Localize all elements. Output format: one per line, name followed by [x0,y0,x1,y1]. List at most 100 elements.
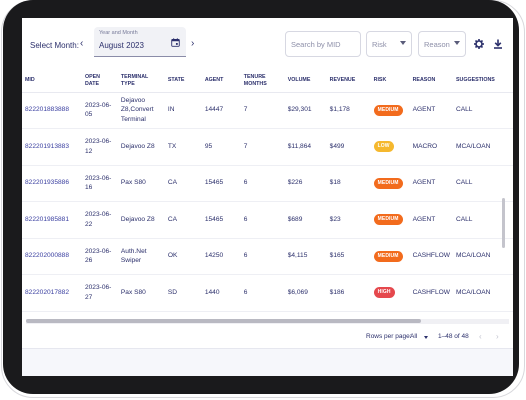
state-cell: CA [164,165,202,202]
column-header[interactable]: REASON [409,70,453,93]
state-cell: TX [164,128,202,166]
column-header[interactable]: SUGGESTIONS [452,70,513,93]
rows-per-page-select[interactable]: All [410,333,418,340]
risk-badge: MEDIUM [373,250,403,262]
volume-cell: $4,115 [284,238,327,275]
table-pagination: Rows per page: All 1–48 of 48 ‹ › [22,324,513,349]
open-date-cell: 2023-06-12 [81,128,118,166]
mid-cell[interactable]: 822202000888 [22,238,82,275]
column-header[interactable]: REVENUE [326,70,371,93]
mid-cell[interactable]: 822201883888 [22,92,82,129]
chevron-down-icon [454,41,460,45]
risk-badge: LOW [373,141,394,153]
open-date-cell: 2023-06-27 [81,274,118,312]
pagination-range: 1–48 of 48 [438,333,469,340]
open-date-cell: 2023-06-16 [81,165,118,202]
chevron-down-icon [400,41,406,45]
column-header[interactable]: MID [22,70,82,93]
open-date-cell: 2023-06-22 [81,201,118,239]
table-row[interactable]: 822201913883 2023-06-12 Dejavoo Z8 TX 95… [22,128,513,166]
table-header-row: MID OPEN DATE TERMINAL TYPE STATE AGENT … [22,70,513,93]
terminal-type-cell: Pax S80 [117,274,165,312]
table-row[interactable]: 822201985881 2023-06-22 Dejavoo Z8 CA 15… [22,201,513,239]
risk-badge: MEDIUM [373,104,403,116]
terminal-type-cell: Dejavoo Z8,Convert Terminal [117,92,165,129]
suggestion-cell: MCA/LOAN [452,274,513,312]
tenure-cell: 6 [240,238,285,275]
risk-cell: MEDIUM [370,165,410,202]
column-header[interactable]: RISK [370,70,410,93]
tenure-cell: 6 [240,165,285,202]
reason-dropdown[interactable]: Reason [418,31,466,57]
download-icon[interactable] [493,39,503,49]
revenue-cell: $23 [326,201,371,239]
risk-cell: MEDIUM [370,238,410,275]
table-row[interactable]: 822201883888 2023-06-05 Dejavoo Z8,Conve… [22,92,513,129]
mid-cell[interactable]: 822201913883 [22,128,82,166]
agent-cell: 15465 [201,165,241,202]
revenue-cell: $186 [326,274,371,312]
suggestion-cell: MCA/LOAN [452,128,513,166]
chevron-right-icon[interactable]: › [496,332,499,341]
table-row[interactable]: 822201935886 2023-06-16 Pax S80 CA 15465… [22,165,513,202]
select-month-label: Select Month: [30,41,79,50]
table-row[interactable]: 822202000888 2023-06-26 Auth.Net Swiper … [22,238,513,275]
column-header[interactable]: OPEN DATE [81,70,118,93]
agent-cell: 95 [201,128,241,166]
terminal-type-cell: Dejavoo Z8 [117,201,165,239]
search-input[interactable] [285,31,361,57]
volume-cell: $689 [284,201,327,239]
risk-badge: MEDIUM [373,214,403,226]
month-field-label: Year and Month [99,30,138,36]
column-header[interactable]: AGENT [201,70,241,93]
volume-cell: $29,301 [284,92,327,129]
state-cell: OK [164,238,202,275]
mid-cell[interactable]: 822201935886 [22,165,82,202]
agent-cell: 14447 [201,92,241,129]
risk-cell: MEDIUM [370,201,410,239]
volume-cell: $11,864 [284,128,327,166]
tenure-cell: 6 [240,274,285,312]
risk-badge: MEDIUM [373,177,403,189]
horizontal-scrollbar[interactable] [26,319,421,323]
risk-badge: HIGH [373,287,395,299]
vertical-scrollbar[interactable] [502,198,505,248]
gear-icon[interactable] [474,39,484,49]
tenure-cell: 6 [240,201,285,239]
reason-cell: AGENT [409,165,453,202]
column-header[interactable]: STATE [164,70,202,93]
tenure-cell: 7 [240,92,285,129]
chevron-right-icon[interactable]: › [191,38,195,49]
suggestion-cell: CALL [452,92,513,129]
column-header[interactable]: TENURE MONTHS [240,70,285,93]
table-row[interactable]: 822202017882 2023-06-27 Pax S80 SD 1440 … [22,274,513,312]
agent-cell: 1440 [201,274,241,312]
volume-cell: $6,069 [284,274,327,312]
mid-cell[interactable]: 822201985881 [22,201,82,239]
revenue-cell: $1,178 [326,92,371,129]
risk-dropdown[interactable]: Risk [366,31,412,57]
month-picker[interactable]: Year and Month August 2023 [94,27,186,57]
chevron-left-icon[interactable]: ‹ [479,332,482,341]
merchants-card: Select Month: ‹ Year and Month August 20… [22,18,513,349]
volume-cell: $226 [284,165,327,202]
reason-dropdown-label: Reason [424,39,450,49]
mid-cell[interactable]: 822202017882 [22,274,82,312]
calendar-icon[interactable] [171,38,180,47]
app-screen: Select Month: ‹ Year and Month August 20… [22,18,513,376]
terminal-type-cell: Auth.Net Swiper [117,238,165,275]
column-header[interactable]: TERMINAL TYPE [117,70,165,93]
state-cell: IN [164,92,202,129]
chevron-down-icon[interactable] [424,336,428,339]
merchant-table: MID OPEN DATE TERMINAL TYPE STATE AGENT … [22,70,513,312]
rows-per-page-label: Rows per page: [366,333,412,340]
open-date-cell: 2023-06-26 [81,238,118,275]
chevron-left-icon[interactable]: ‹ [80,38,84,49]
suggestion-cell: CALL [452,165,513,202]
reason-cell: CASHFLOW [409,274,453,312]
risk-cell: LOW [370,128,410,166]
risk-cell: HIGH [370,274,410,312]
column-header[interactable]: VOLUME [284,70,327,93]
terminal-type-cell: Dejavoo Z8 [117,128,165,166]
agent-cell: 14250 [201,238,241,275]
